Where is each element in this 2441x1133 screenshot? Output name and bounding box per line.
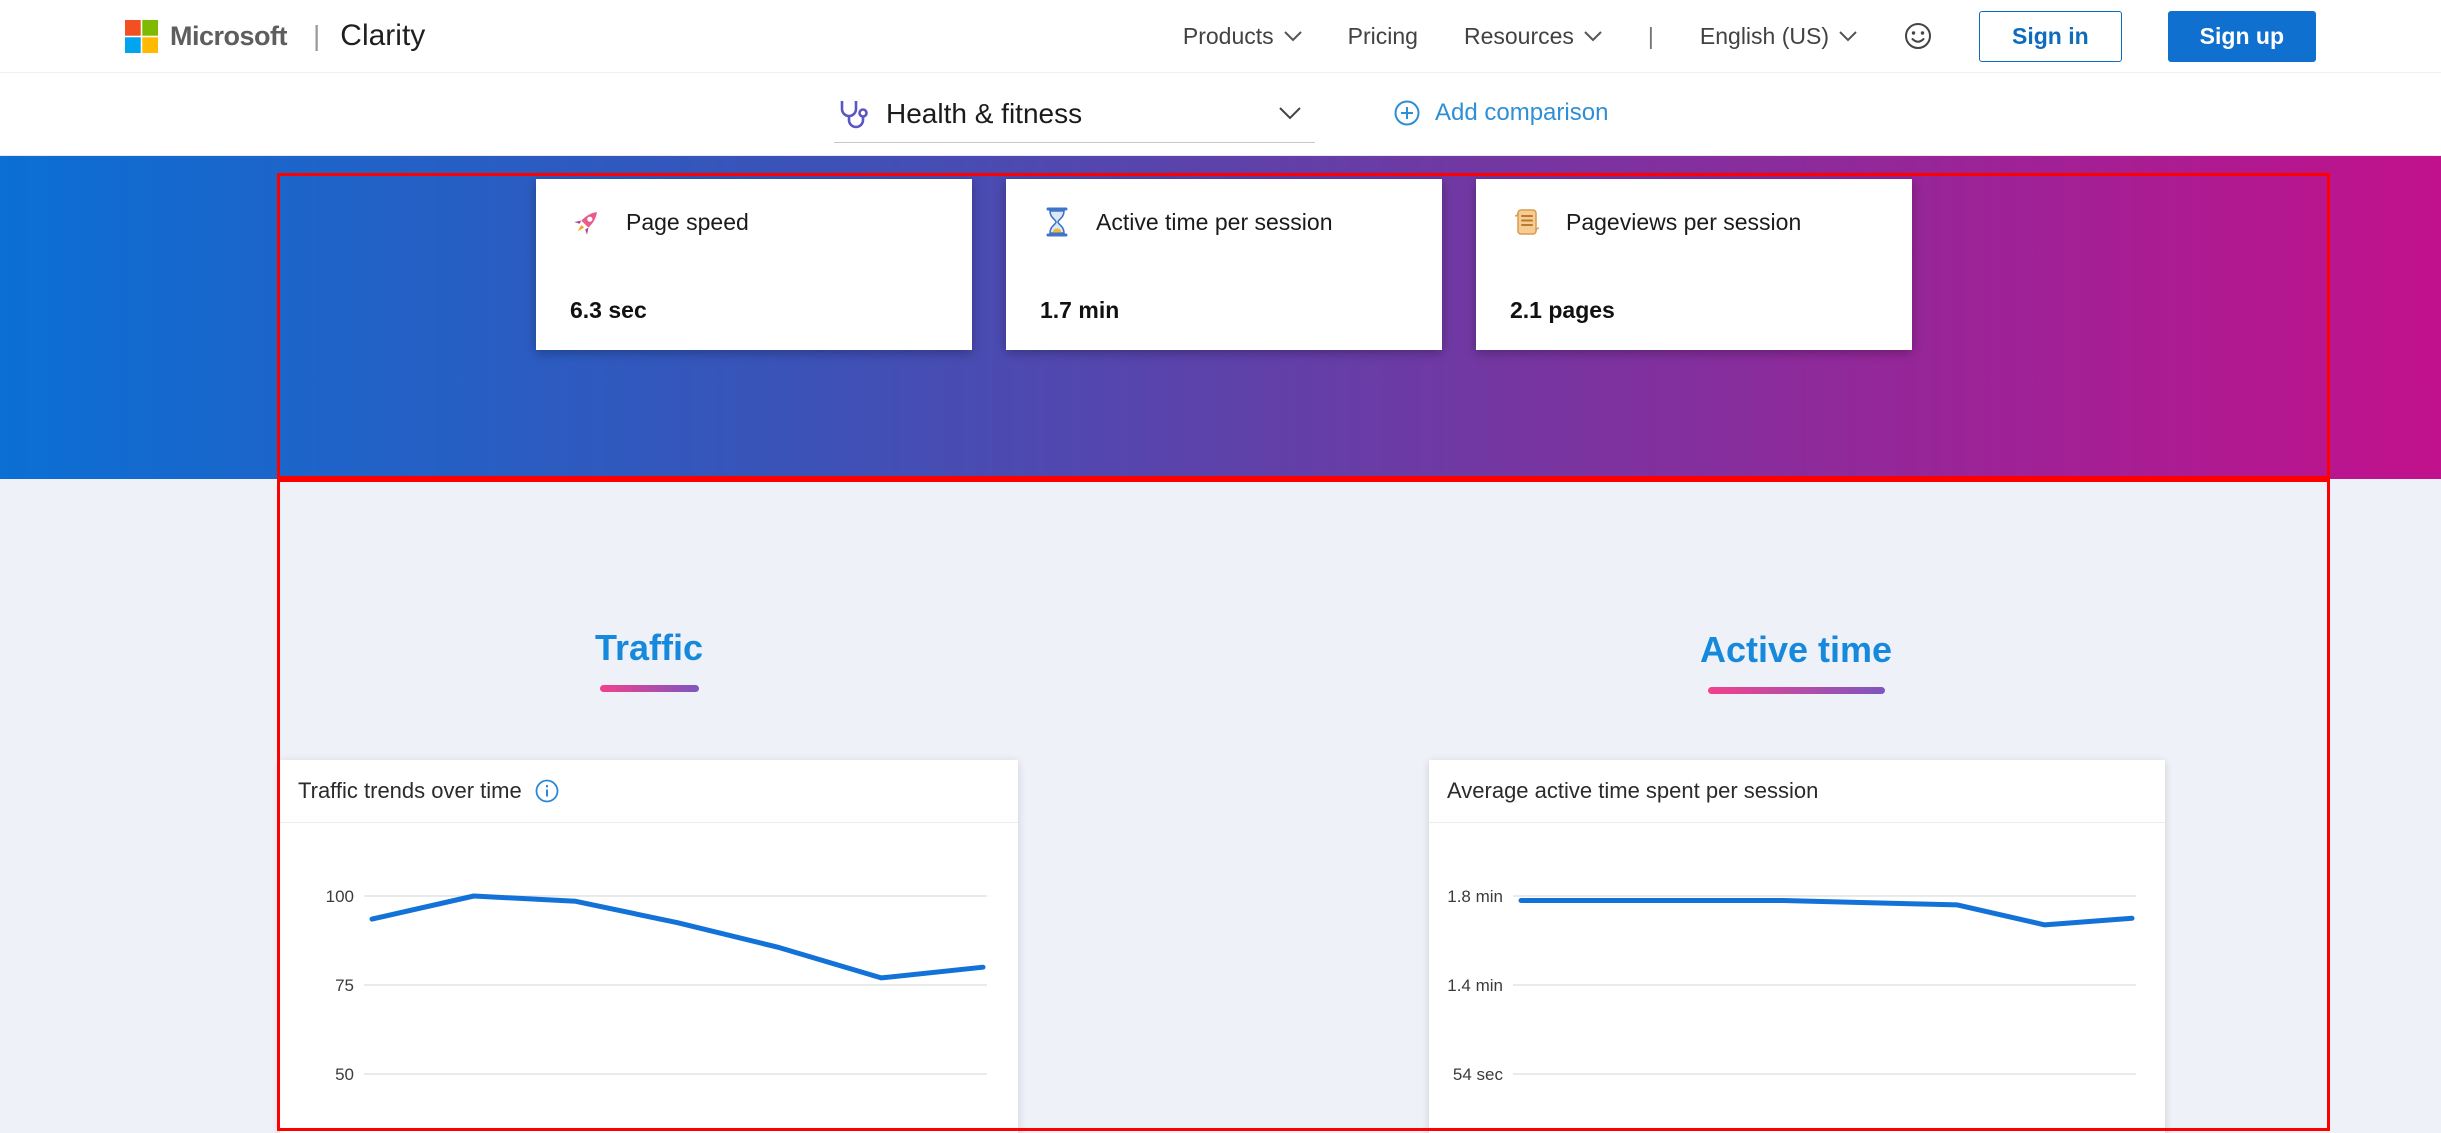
nav-resources-label: Resources — [1463, 22, 1574, 49]
active-time-chart-card: Average active time spent per session 1.… — [1429, 760, 2165, 1133]
project-sub-navigation: Health & fitness Add comparison — [0, 73, 2441, 156]
svg-text:75: 75 — [335, 976, 354, 995]
microsoft-logo-icon — [125, 19, 158, 53]
active-time-heading-underline — [1708, 687, 1885, 694]
nav-divider: | — [1647, 22, 1654, 49]
sign-up-button[interactable]: Sign up — [2167, 10, 2316, 62]
info-icon[interactable] — [534, 778, 560, 804]
project-dropdown[interactable]: Health & fitness — [834, 85, 1315, 143]
chevron-down-icon — [1283, 30, 1302, 42]
metric-card-pageviews: Pageviews per session 2.1 pages — [1476, 179, 1912, 350]
nav-products-label: Products — [1182, 22, 1274, 49]
metric-card-value: 1.7 min — [1040, 297, 1120, 323]
add-comparison-button[interactable]: Add comparison — [1393, 99, 1608, 127]
stethoscope-icon — [834, 97, 868, 131]
chart-title: Average active time spent per session — [1447, 778, 1819, 803]
project-name: Health & fitness — [886, 97, 1083, 129]
nav-products[interactable]: Products — [1183, 23, 1302, 50]
language-selector[interactable]: English (US) — [1700, 23, 1857, 50]
metric-card-page-speed: Page speed 6.3 sec — [536, 179, 972, 350]
sign-in-button[interactable]: Sign in — [1979, 10, 2122, 62]
traffic-heading-underline — [600, 685, 699, 692]
metric-card-title: Active time per session — [1096, 208, 1333, 235]
nav-pricing[interactable]: Pricing — [1348, 23, 1418, 50]
metric-card-value: 2.1 pages — [1510, 297, 1615, 323]
metric-card-active-time: Active time per session 1.7 min — [1006, 179, 1442, 350]
svg-text:100: 100 — [326, 887, 354, 906]
metric-card-value: 6.3 sec — [570, 297, 647, 323]
active-time-line-chart: 1.8 min 1.4 min 54 sec — [1447, 887, 2136, 1084]
brand-divider: | — [313, 20, 321, 51]
scroll-icon — [1510, 205, 1544, 239]
top-nav-links: Products Pricing Resources | English (US… — [1183, 10, 2316, 62]
traffic-trends-chart-card: Traffic trends over time 100 75 50 — [280, 760, 1018, 1133]
clarity-wordmark: Clarity — [340, 19, 426, 52]
nav-pricing-label: Pricing — [1347, 22, 1418, 49]
feedback-smiley-icon[interactable] — [1903, 21, 1933, 51]
chart-title: Traffic trends over time — [298, 778, 522, 803]
microsoft-wordmark: Microsoft — [170, 20, 288, 51]
traffic-trends-line-chart: 100 75 50 — [326, 887, 987, 1084]
svg-text:1.8 min: 1.8 min — [1447, 887, 1503, 906]
brand[interactable]: Microsoft | Clarity — [125, 19, 425, 53]
language-label: English (US) — [1699, 22, 1829, 49]
chevron-down-icon — [1279, 107, 1301, 120]
rocket-icon — [570, 205, 604, 239]
top-navigation-bar: Microsoft | Clarity Products Pricing Res… — [0, 0, 2441, 73]
svg-text:1.4 min: 1.4 min — [1447, 976, 1503, 995]
svg-text:54 sec: 54 sec — [1453, 1065, 1504, 1084]
chevron-down-icon — [1839, 30, 1857, 42]
metric-card-title: Page speed — [626, 208, 749, 235]
add-comparison-label: Add comparison — [1435, 99, 1609, 126]
active-time-section-heading: Active time — [1699, 629, 1893, 670]
traffic-section-heading: Traffic — [594, 627, 704, 668]
metric-card-title: Pageviews per session — [1566, 208, 1802, 235]
nav-resources[interactable]: Resources — [1464, 23, 1602, 50]
hourglass-icon — [1040, 205, 1074, 239]
chevron-down-icon — [1584, 30, 1602, 42]
svg-text:50: 50 — [335, 1065, 354, 1084]
plus-circle-icon — [1393, 99, 1421, 127]
